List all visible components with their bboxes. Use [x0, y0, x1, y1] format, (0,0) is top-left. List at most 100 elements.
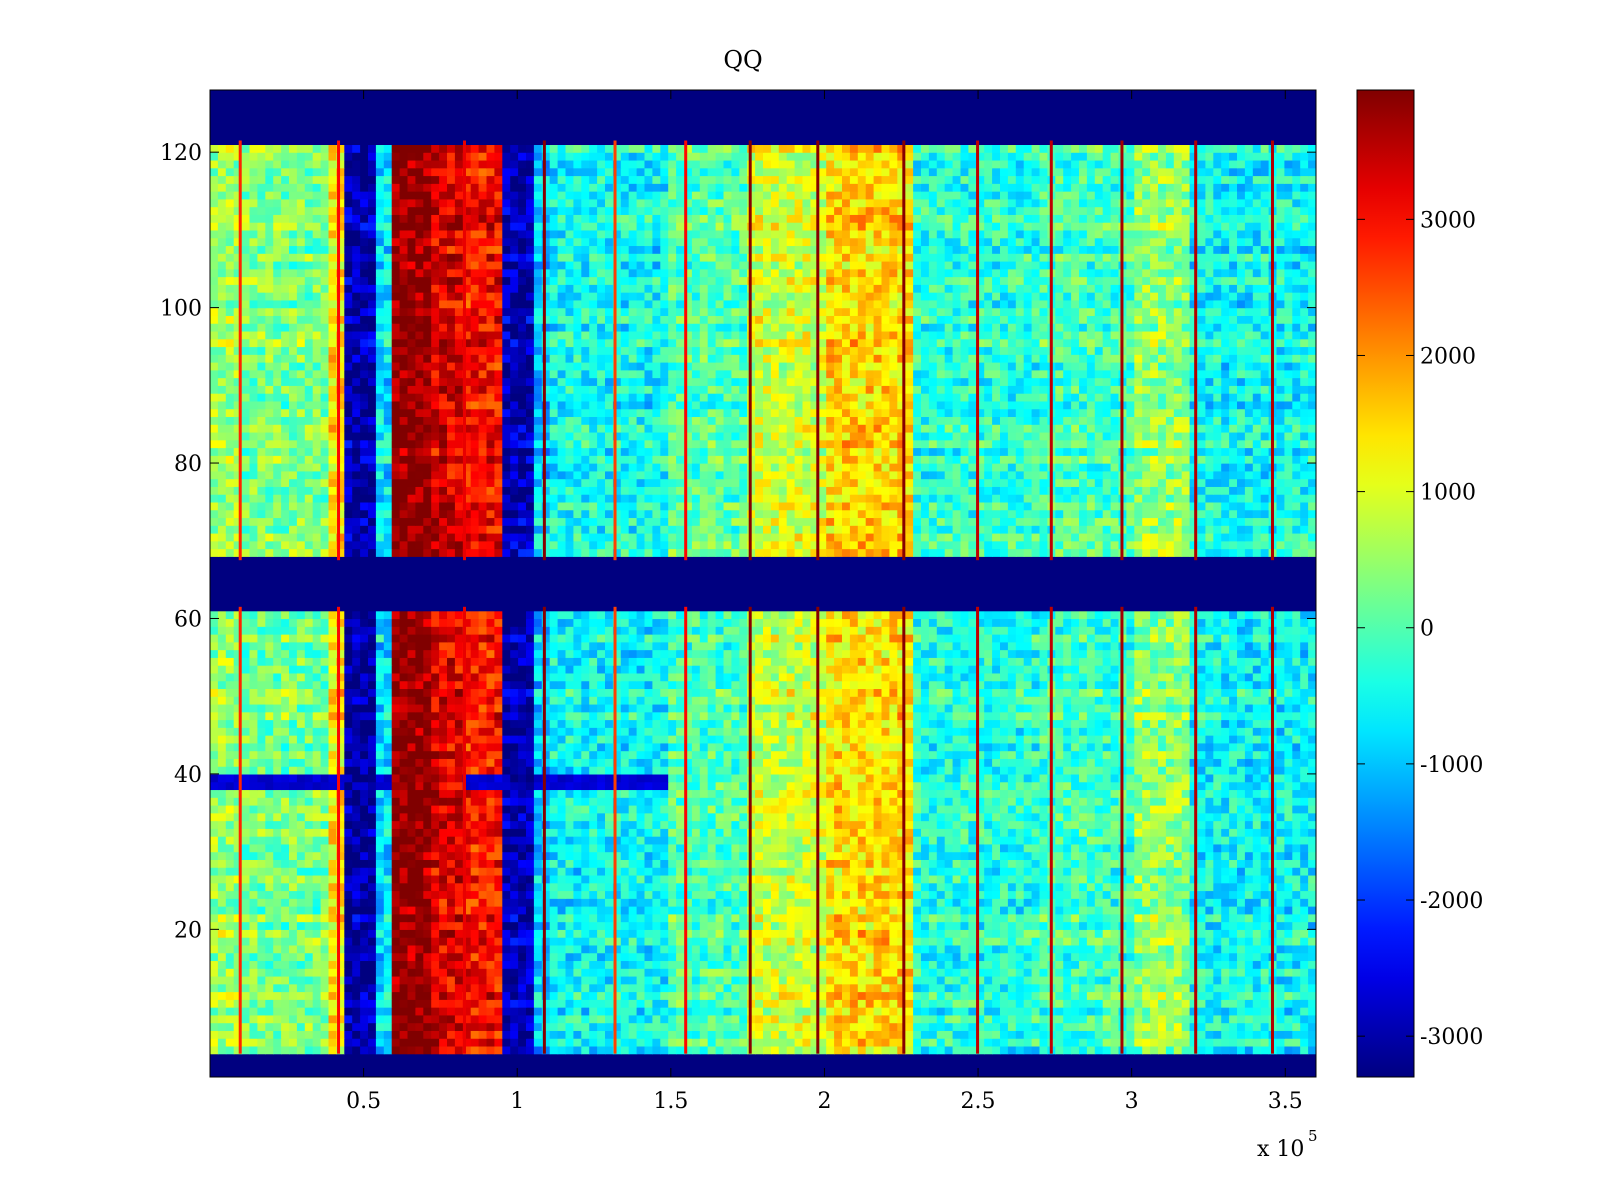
heatmap-cell: [1260, 859, 1270, 868]
heatmap-cell: [1063, 1045, 1072, 1055]
heatmap-cell: [557, 836, 567, 845]
heatmap-cell: [454, 1030, 464, 1039]
heatmap-cell: [1086, 843, 1096, 853]
heatmap-cell: [1308, 882, 1316, 892]
heatmap-cell: [360, 789, 369, 798]
heatmap-cell: [652, 812, 661, 822]
heatmap-cell: [1142, 851, 1151, 860]
heatmap-cell: [889, 797, 898, 806]
heatmap-cell: [510, 851, 519, 860]
heatmap-cell: [1260, 1045, 1270, 1055]
heatmap-cell: [739, 944, 748, 954]
heatmap-cell: [620, 906, 630, 915]
heatmap-cell: [312, 960, 322, 969]
heatmap-cell: [755, 937, 764, 946]
heatmap-cell: [273, 999, 282, 1008]
heatmap-cell: [454, 851, 464, 860]
heatmap-cell: [391, 968, 401, 977]
heatmap-cell: [289, 867, 298, 876]
heatmap-cell: [407, 859, 416, 868]
heatmap-cell: [676, 1045, 685, 1055]
heatmap-cell: [1086, 1014, 1096, 1024]
heatmap-cell: [423, 906, 432, 915]
heatmap-cell: [770, 991, 780, 1000]
heatmap-cell: [897, 836, 906, 845]
heatmap-cell: [265, 890, 274, 899]
heatmap-cell: [1150, 1007, 1159, 1016]
heatmap-cell: [968, 929, 977, 938]
heatmap-cell: [399, 968, 409, 977]
heatmap-cell: [857, 874, 867, 884]
heatmap-cell: [462, 812, 472, 822]
heatmap-cell: [1292, 789, 1301, 798]
heatmap-cell: [1079, 921, 1088, 930]
heatmap-cell: [1023, 797, 1033, 806]
heatmap-cell: [715, 968, 725, 977]
heatmap-cell: [842, 991, 851, 1000]
heatmap-cell: [304, 874, 314, 884]
heatmap-cell: [992, 804, 1001, 814]
heatmap-cell: [889, 867, 898, 876]
heatmap-cell: [636, 906, 646, 915]
heatmap-cell: [928, 773, 938, 783]
heatmap-cell: [668, 1022, 677, 1031]
heatmap-cell: [1292, 874, 1301, 884]
heatmap-cell: [573, 812, 582, 822]
heatmap-cell: [415, 820, 424, 829]
heatmap-cell: [360, 929, 369, 938]
heatmap-cell: [1173, 812, 1183, 822]
heatmap-cell: [755, 1007, 764, 1016]
heatmap-cell: [865, 867, 875, 876]
heatmap-cell: [1229, 867, 1238, 876]
heatmap-cell: [462, 836, 472, 845]
heatmap-cell: [1158, 804, 1167, 814]
heatmap-cell: [304, 773, 314, 783]
heatmap-cell: [296, 898, 306, 907]
heatmap-cell: [810, 812, 819, 822]
heatmap-cell: [352, 975, 361, 985]
heatmap-cell: [1015, 1022, 1025, 1031]
heatmap-cell: [731, 859, 740, 868]
heatmap-cell: [510, 1045, 519, 1055]
heatmap-cell: [699, 960, 709, 969]
heatmap-cell: [265, 944, 274, 954]
heatmap-cell: [391, 1045, 401, 1055]
heatmap-cell: [691, 882, 701, 892]
heatmap-cell: [913, 1038, 922, 1047]
heatmap-cell: [328, 843, 337, 853]
heatmap-cell: [249, 804, 258, 814]
heatmap-cell: [684, 820, 693, 829]
heatmap-cell: [1142, 937, 1151, 946]
heatmap-cell: [849, 991, 859, 1000]
heatmap-cell: [1189, 781, 1199, 791]
heatmap-cell: [620, 1007, 630, 1016]
heatmap-cell: [1181, 929, 1191, 938]
heatmap-cell: [905, 968, 914, 977]
heatmap-cell: [794, 921, 804, 930]
heatmap-cell: [1039, 851, 1048, 860]
heatmap-cell: [810, 820, 819, 829]
heatmap-cell: [770, 929, 780, 938]
heatmap-cell: [502, 906, 511, 915]
heatmap-cell: [1031, 812, 1041, 822]
heatmap-cell: [1181, 874, 1191, 884]
heatmap-cell: [1229, 913, 1238, 923]
heatmap-cell: [541, 944, 551, 954]
heatmap-cell: [905, 797, 914, 806]
heatmap-cell: [834, 1007, 843, 1016]
heatmap-cell: [565, 975, 574, 985]
heatmap-cell: [549, 913, 559, 923]
heatmap-cell: [447, 1038, 456, 1047]
heatmap-cell: [976, 781, 985, 791]
heatmap-cell: [842, 1045, 851, 1055]
heatmap-cell: [1015, 906, 1025, 915]
heatmap-cell: [1142, 812, 1151, 822]
heatmap-cell: [597, 913, 606, 923]
heatmap-cell: [794, 960, 804, 969]
heatmap-cell: [597, 983, 606, 993]
heatmap-cell: [533, 913, 543, 923]
heatmap-cell: [770, 913, 780, 923]
heatmap-cell: [770, 1030, 780, 1039]
heatmap-cell: [1063, 781, 1072, 791]
